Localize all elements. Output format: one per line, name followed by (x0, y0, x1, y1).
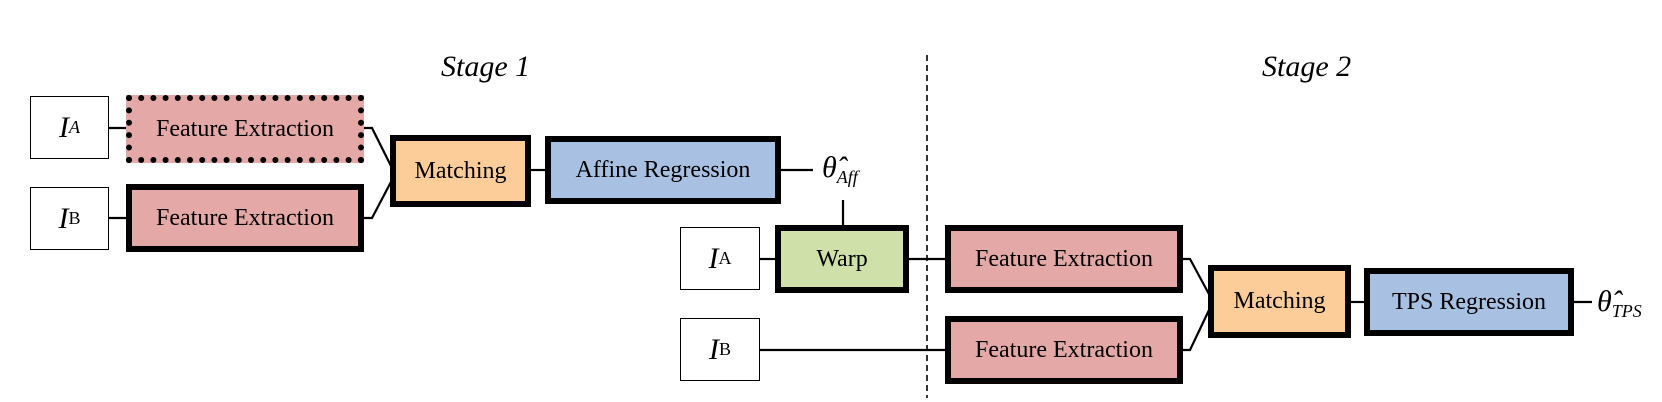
stage2-feature-extraction-b: Feature Extraction (945, 316, 1183, 384)
input-symbol: I (708, 241, 719, 275)
stage1-matching: Matching (390, 135, 531, 207)
stage2-matching: Matching (1208, 265, 1351, 338)
input-subscript: A (69, 117, 80, 137)
stage1-affine-regression: Affine Regression (545, 136, 781, 204)
theta-symbol: θ̂ (822, 151, 837, 184)
input-symbol: I (59, 110, 69, 144)
stage2-feature-extraction-a: Feature Extraction (945, 225, 1183, 293)
theta-aff-output: θ̂Aff (822, 151, 858, 188)
theta-subscript: Aff (836, 167, 858, 187)
edge-feature-a-to-matching (362, 126, 393, 169)
stage2-tps-regression: TPS Regression (1364, 268, 1574, 336)
theta-subscript: TPS (1611, 301, 1642, 321)
input-subscript: A (718, 248, 732, 268)
stage1-feature-extraction-b: Feature Extraction (126, 184, 364, 252)
input-symbol: I (708, 332, 719, 366)
edge-feature2a-to-matching (1182, 257, 1211, 297)
input-subscript: B (68, 208, 81, 228)
edge-feature-b-to-matching (362, 179, 393, 220)
stage1-feature-extraction-a: Feature Extraction (126, 95, 364, 163)
stage-2-title: Stage 2 (1262, 50, 1352, 83)
theta-tps-output: θ̂TPS (1597, 285, 1642, 322)
theta-symbol: θ̂ (1597, 285, 1612, 318)
input-symbol: I (58, 201, 69, 235)
stage2-warp: Warp (775, 225, 909, 293)
edge-feature2b-to-matching (1182, 307, 1211, 352)
stage-1-title: Stage 1 (441, 50, 531, 83)
input-subscript: B (718, 339, 731, 359)
